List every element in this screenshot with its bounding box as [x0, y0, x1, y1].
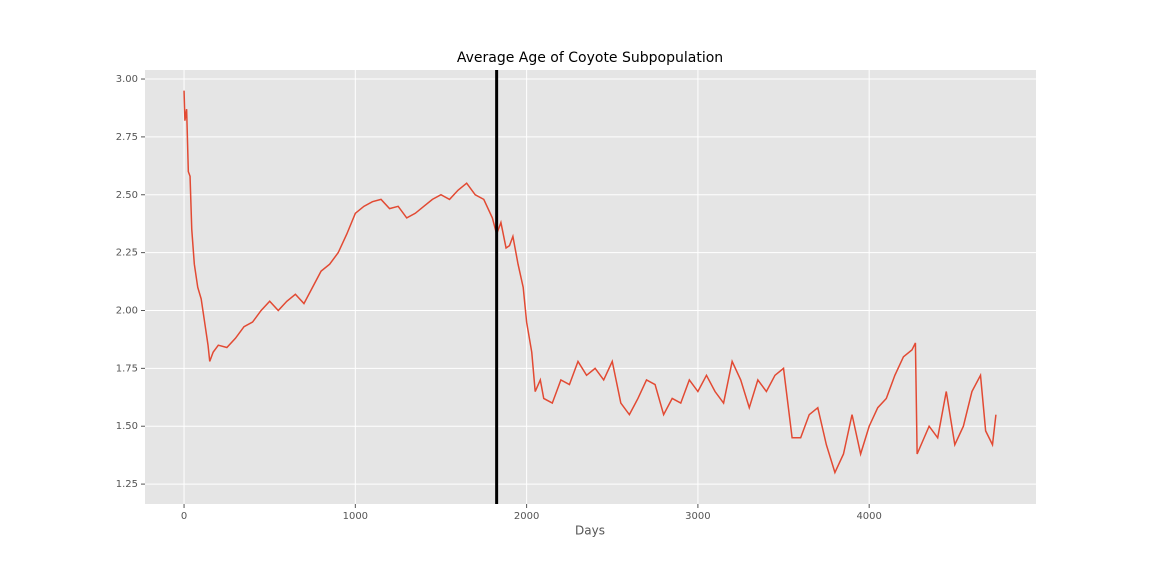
y-tick-label: 1.75 — [116, 363, 138, 374]
y-tick-label: 3.00 — [116, 74, 138, 85]
y-tick-label: 2.50 — [116, 190, 138, 201]
x-axis-label: Days — [575, 524, 605, 538]
plot-area — [145, 70, 1036, 504]
y-tick-label: 1.50 — [116, 421, 138, 432]
y-tick-label: 2.25 — [116, 248, 138, 259]
x-tick-label: 3000 — [685, 511, 710, 522]
x-tick-label: 2000 — [514, 511, 539, 522]
x-tick-label: 0 — [181, 511, 187, 522]
y-tick-label: 1.25 — [116, 479, 138, 490]
x-tick-label: 4000 — [856, 511, 881, 522]
data-line — [183, 90, 997, 475]
y-tick-label: 2.75 — [116, 132, 138, 143]
chart-title: Average Age of Coyote Subpopulation — [457, 50, 723, 66]
y-tick-label: 2.00 — [116, 305, 138, 316]
x-tick-label: 1000 — [343, 511, 368, 522]
